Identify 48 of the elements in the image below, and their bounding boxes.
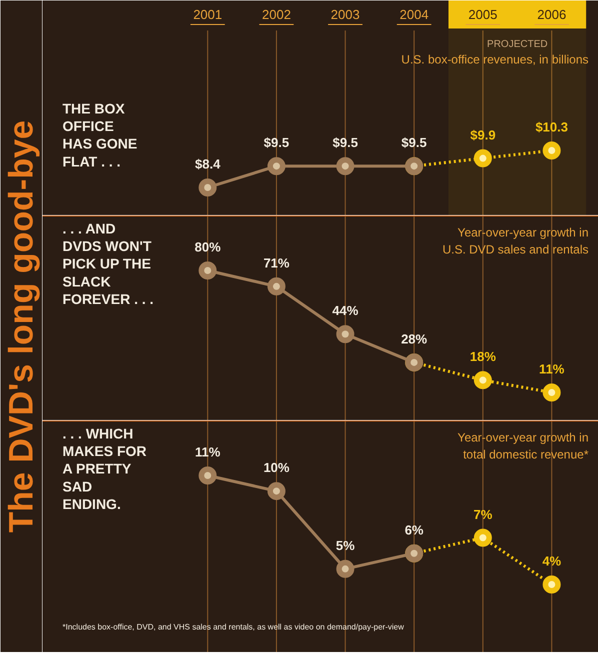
point [267, 482, 286, 500]
data-label: 11% [195, 444, 221, 460]
point [542, 576, 561, 594]
data-label: 44% [332, 303, 359, 318]
point [542, 384, 561, 402]
data-label: 6% [404, 522, 424, 538]
data-label: 4% [542, 554, 562, 568]
data-label: $9.5 [264, 135, 290, 150]
x-tick-label: 2004 [400, 7, 429, 22]
data-label: 10% [263, 460, 290, 476]
band-label: PROJECTED [487, 39, 548, 50]
data-label: $9.9 [470, 127, 496, 142]
data-label: 11% [539, 362, 565, 376]
x-tick-label: 2002 [262, 7, 291, 22]
x-tick-label: 2003 [330, 7, 360, 22]
x-tick-label: 2006 [537, 7, 566, 22]
point [542, 142, 561, 160]
data-label: 71% [263, 255, 290, 270]
point [474, 149, 492, 168]
point [198, 262, 217, 280]
data-label: 80% [194, 240, 222, 254]
data-label: 7% [474, 506, 493, 522]
text: THE BOX OFFICE HAS GONE FLAT . . . [62, 100, 138, 170]
point [198, 466, 217, 484]
point [474, 371, 492, 390]
text: The DVD's long good-bye [2, 120, 40, 533]
point [336, 560, 354, 578]
point [336, 325, 354, 344]
x-tick-label: 2001 [193, 7, 222, 22]
data-label: 5% [336, 538, 356, 553]
text: . . . AND DVDS WON'T PICK UP THE SLACK FOREVER . . . [62, 220, 154, 307]
data-label: 28% [401, 331, 428, 346]
point [336, 157, 354, 176]
point [267, 277, 286, 296]
text: *Includes box-office, DVD, and VHS sales and rentals, as well as video on demand/pay-per-view [62, 622, 404, 632]
chart-subtitle: Year-over-year growth in total domestic revenue* [458, 430, 589, 462]
text: . . . WHICH MAKES FOR A PRETTY SAD ENDING. [62, 426, 146, 512]
data-label: $10.3 [535, 120, 568, 134]
chart-subtitle: Year-over-year growth in U.S. DVD sales and rentals [442, 226, 588, 256]
point [198, 178, 217, 196]
point [267, 157, 286, 176]
data-label: $9.5 [401, 135, 427, 150]
data-label: 18% [470, 349, 496, 364]
data-label: $8.4 [195, 156, 222, 172]
data-label: $9.5 [332, 135, 358, 150]
point [474, 528, 492, 547]
chart-subtitle: U.S. box-office revenues, in billions [401, 52, 589, 66]
x-tick-label: 2005 [468, 7, 498, 22]
